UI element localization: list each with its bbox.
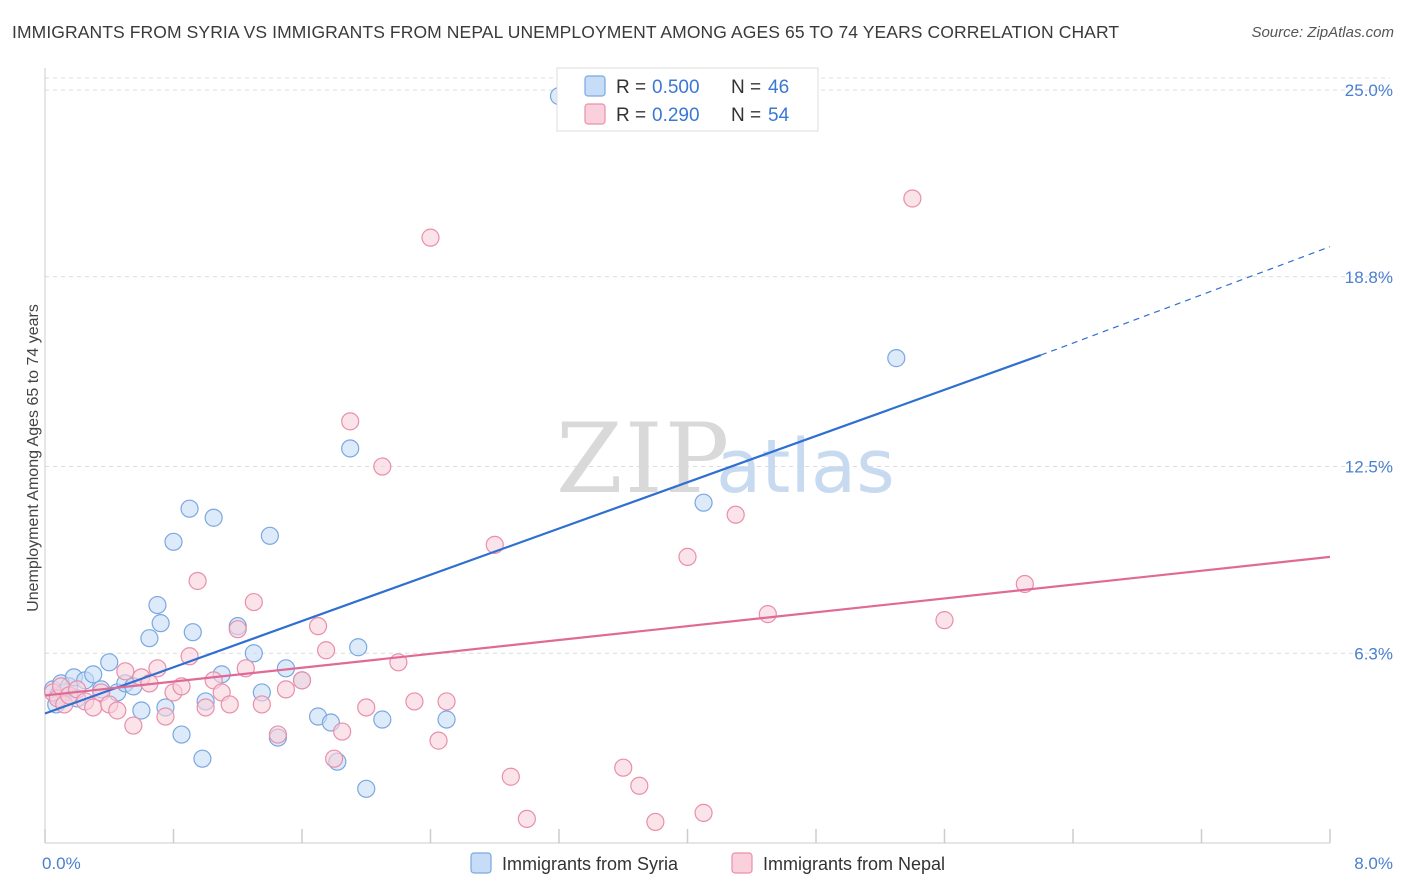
x-tick-label-0: 0.0% [42, 854, 81, 873]
point-syria-23 [193, 749, 212, 768]
point-nepal-41 [421, 228, 440, 247]
point-nepal-34 [325, 749, 344, 768]
axes [44, 68, 1331, 844]
point-syria-44 [887, 349, 906, 368]
point-nepal-36 [341, 412, 360, 431]
point-nepal-30 [276, 680, 296, 699]
point-syria-41 [437, 710, 456, 729]
legend-r-label-syria: R = [616, 77, 646, 98]
point-syria-14 [132, 701, 151, 720]
trend-line-syria [44, 354, 1042, 715]
series-legend-label-nepal: Immigrants from Nepal [763, 854, 945, 874]
point-nepal-37 [357, 698, 376, 717]
point-nepal-28 [252, 695, 271, 714]
series-legend: Immigrants from Syria Immigrants from Ne… [470, 852, 945, 874]
legend-r-value-nepal: 0.290 [652, 105, 700, 126]
point-nepal-25 [228, 620, 247, 639]
legend-swatch-nepal [584, 103, 606, 125]
x-tick-label-1: 8.0% [1354, 854, 1393, 873]
point-syria-40 [373, 710, 392, 729]
series-legend-label-syria: Immigrants from Syria [502, 854, 679, 874]
y-axis-title: Unemployment Among Ages 65 to 74 years [25, 304, 42, 612]
gridlines [45, 77, 1390, 654]
point-nepal-48 [630, 776, 649, 795]
point-syria-43 [694, 493, 713, 512]
point-nepal-54 [903, 189, 922, 208]
legend-n-label-nepal: N = [731, 105, 761, 126]
legend-n-label-syria: N = [731, 77, 761, 98]
source-label: Source: ZipAtlas.com [1251, 24, 1394, 41]
point-nepal-55 [935, 611, 954, 630]
point-nepal-11 [116, 662, 135, 681]
point-nepal-49 [646, 812, 665, 832]
legend-swatch-syria [584, 75, 606, 97]
point-syria-19 [164, 532, 183, 551]
point-syria-25 [204, 508, 223, 527]
point-nepal-16 [156, 707, 175, 726]
point-syria-15 [140, 629, 159, 648]
legend-n-value-nepal: 54 [768, 105, 790, 126]
point-nepal-43 [437, 692, 456, 711]
legend: R = 0.500 N = 46 R = 0.290 N = 54 [556, 67, 819, 132]
y-tick-label-0: 6.3% [1354, 644, 1393, 663]
point-nepal-35 [333, 722, 352, 741]
point-nepal-40 [405, 692, 424, 711]
legend-n-value-syria: 46 [768, 77, 789, 98]
series-legend-swatch-syria [470, 852, 492, 874]
legend-r-value-syria: 0.500 [652, 77, 700, 98]
point-syria-21 [180, 499, 199, 518]
point-syria-39 [357, 779, 376, 798]
point-nepal-7 [84, 698, 103, 717]
point-syria-22 [183, 623, 202, 642]
point-nepal-27 [244, 592, 263, 612]
trend-extension-syria [1040, 246, 1331, 356]
point-nepal-52 [726, 505, 745, 524]
trend-line-nepal [44, 555, 1331, 697]
point-nepal-29 [268, 725, 288, 744]
trend-lines [44, 246, 1331, 715]
point-nepal-38 [373, 457, 392, 476]
point-syria-20 [172, 725, 191, 744]
point-syria-8 [84, 665, 103, 684]
point-syria-16 [148, 595, 167, 615]
y-tick-label-1: 12.5% [1345, 458, 1393, 477]
point-syria-38 [349, 638, 368, 657]
point-nepal-46 [517, 809, 536, 829]
point-nepal-20 [188, 571, 207, 591]
point-nepal-51 [694, 803, 713, 822]
y-tick-label-3: 25.0% [1345, 81, 1393, 100]
watermark: ZIP atlas [556, 403, 895, 515]
watermark-atlas: atlas [716, 424, 895, 510]
chart-title: IMMIGRANTS FROM SYRIA VS IMMIGRANTS FROM… [12, 22, 1120, 42]
point-nepal-45 [501, 767, 520, 786]
point-syria-37 [341, 439, 360, 458]
legend-r-label-nepal: R = [616, 105, 646, 126]
tick-labels: 6.3% 12.5% 18.8% 25.0% 0.0% 8.0% [42, 81, 1393, 873]
point-syria-10 [100, 653, 119, 672]
point-syria-17 [151, 614, 170, 633]
point-nepal-10 [108, 701, 127, 720]
point-nepal-21 [196, 698, 215, 717]
point-syria-30 [260, 526, 279, 545]
point-nepal-42 [429, 731, 448, 750]
point-nepal-33 [316, 641, 336, 660]
series-legend-swatch-nepal [731, 852, 753, 874]
point-nepal-32 [308, 617, 328, 636]
point-nepal-50 [678, 547, 697, 566]
point-nepal-47 [614, 758, 633, 777]
point-nepal-53 [758, 605, 777, 624]
point-nepal-24 [220, 695, 239, 714]
point-nepal-31 [292, 671, 312, 690]
y-tick-label-2: 18.8% [1345, 268, 1393, 287]
point-syria-28 [244, 644, 263, 663]
point-nepal-12 [124, 716, 143, 735]
